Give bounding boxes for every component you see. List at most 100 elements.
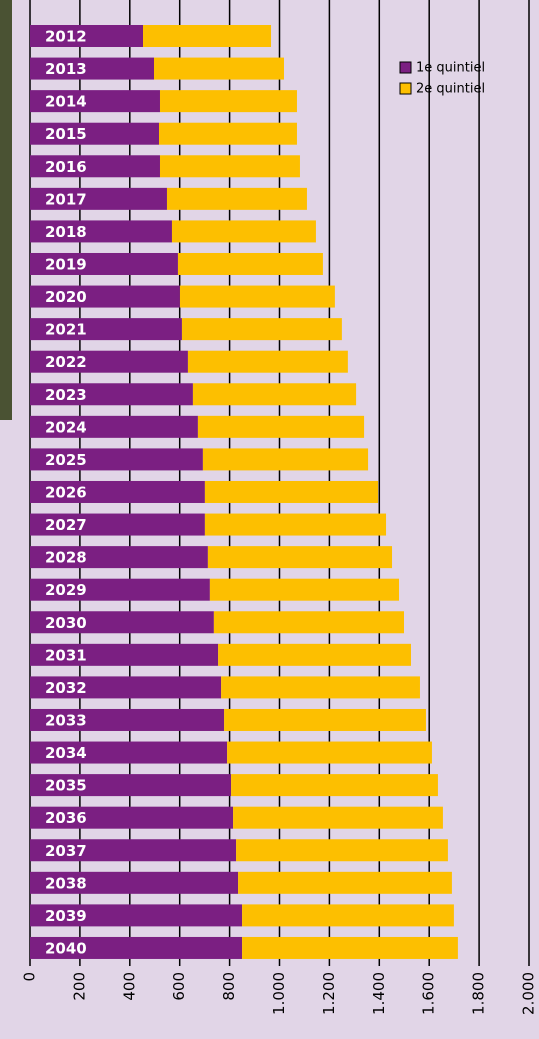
- photo-strip: [0, 0, 12, 420]
- bar-segment: [30, 415, 198, 438]
- bar-segment: [177, 252, 323, 275]
- category-label: 2029: [45, 581, 87, 599]
- bar-segment: [30, 741, 228, 764]
- category-label: 2040: [45, 939, 87, 957]
- category-label: 2019: [45, 255, 87, 273]
- category-label: 2020: [45, 288, 87, 306]
- category-label: 2031: [45, 646, 87, 664]
- bar-segment: [221, 676, 420, 699]
- bar-segment: [242, 904, 454, 927]
- bar-segment: [187, 350, 348, 373]
- x-tick-label: 200: [70, 972, 88, 1001]
- x-tick-label: 600: [170, 972, 188, 1001]
- category-label: 2015: [45, 125, 87, 143]
- bar-segment: [204, 480, 379, 503]
- bar-segment: [159, 90, 297, 113]
- category-label: 2032: [45, 679, 87, 697]
- x-tick-label: 2.000: [520, 972, 538, 1015]
- bar-segment: [242, 936, 458, 959]
- bar-segment: [30, 936, 243, 959]
- bar-segment: [204, 513, 387, 536]
- x-tick-label: 1.200: [320, 972, 338, 1015]
- bar-segment: [30, 252, 178, 275]
- category-label: 2028: [45, 549, 87, 567]
- bar-segment: [197, 415, 365, 438]
- bar-segment: [30, 546, 208, 569]
- bar-segment: [30, 676, 222, 699]
- category-label: 2024: [45, 418, 87, 436]
- bar-segment: [30, 513, 205, 536]
- x-tick-label: 1.000: [270, 972, 288, 1015]
- bar-segment: [30, 57, 155, 80]
- bar-segment: [179, 285, 335, 308]
- category-label: 2023: [45, 386, 87, 404]
- bar-segment: [238, 871, 452, 894]
- bar-segment: [218, 643, 411, 666]
- bar-segment: [30, 285, 180, 308]
- category-label: 2016: [45, 158, 87, 176]
- bar-segment: [30, 155, 160, 178]
- legend-label: 1e quintiel: [416, 61, 485, 76]
- bar-segment: [30, 708, 225, 731]
- x-tick-label: 800: [220, 972, 238, 1001]
- x-tick-label: 1.600: [420, 972, 438, 1015]
- bar-segment: [143, 25, 272, 47]
- bar-segment: [192, 383, 357, 406]
- bar-segment: [30, 774, 232, 797]
- bar-segment: [30, 25, 144, 47]
- bar-segment: [171, 220, 316, 243]
- bar-segment: [30, 90, 160, 113]
- bar-segment: [30, 350, 188, 373]
- bar-segment: [30, 871, 239, 894]
- bar-segment: [30, 220, 172, 243]
- bar-segment: [166, 187, 307, 210]
- x-tick-label: 400: [120, 972, 138, 1001]
- legend-swatch: [399, 61, 412, 74]
- legend-label: 2e quintiel: [416, 82, 485, 97]
- x-tick-label: 1.400: [370, 972, 388, 1015]
- category-label: 2017: [45, 190, 87, 208]
- bar-segment: [30, 611, 214, 634]
- category-label: 2025: [45, 451, 87, 469]
- category-label: 2018: [45, 223, 87, 241]
- category-label: 2038: [45, 874, 87, 892]
- category-label: 2021: [45, 321, 87, 339]
- bar-segment: [224, 708, 426, 731]
- bar-segment: [236, 839, 448, 862]
- bar-segment: [30, 318, 182, 341]
- bar-segment: [158, 122, 297, 145]
- bar-segment: [231, 774, 438, 797]
- bar-segment: [233, 806, 443, 829]
- bar-segment: [30, 187, 167, 210]
- bar-segment: [30, 578, 210, 601]
- bar-segment: [30, 122, 159, 145]
- legend-swatch: [399, 82, 412, 95]
- category-label: 2027: [45, 516, 87, 534]
- category-label: 2012: [45, 28, 87, 46]
- bar-segment: [213, 611, 405, 634]
- bar-segment: [30, 904, 243, 927]
- bar-segment: [30, 806, 234, 829]
- category-label: 2022: [45, 353, 87, 371]
- category-label: 2026: [45, 483, 87, 501]
- category-label: 2037: [45, 842, 87, 860]
- bar-segment: [227, 741, 432, 764]
- bar-segment: [159, 155, 300, 178]
- category-label: 2014: [45, 93, 87, 111]
- category-label: 2034: [45, 744, 87, 762]
- category-label: 2036: [45, 809, 87, 827]
- category-label: 2035: [45, 777, 87, 795]
- x-tick-label: 1.800: [470, 972, 488, 1015]
- bar-segment: [30, 448, 203, 471]
- category-label: 2033: [45, 711, 87, 729]
- bar-segment: [30, 480, 205, 503]
- category-label: 2039: [45, 907, 87, 925]
- bar-segment: [209, 578, 400, 601]
- category-label: 2030: [45, 614, 87, 632]
- bar-segment: [207, 546, 393, 569]
- bar-segment: [181, 318, 342, 341]
- bar-segment: [30, 643, 219, 666]
- bar-segment: [154, 57, 284, 80]
- category-label: 2013: [45, 60, 87, 78]
